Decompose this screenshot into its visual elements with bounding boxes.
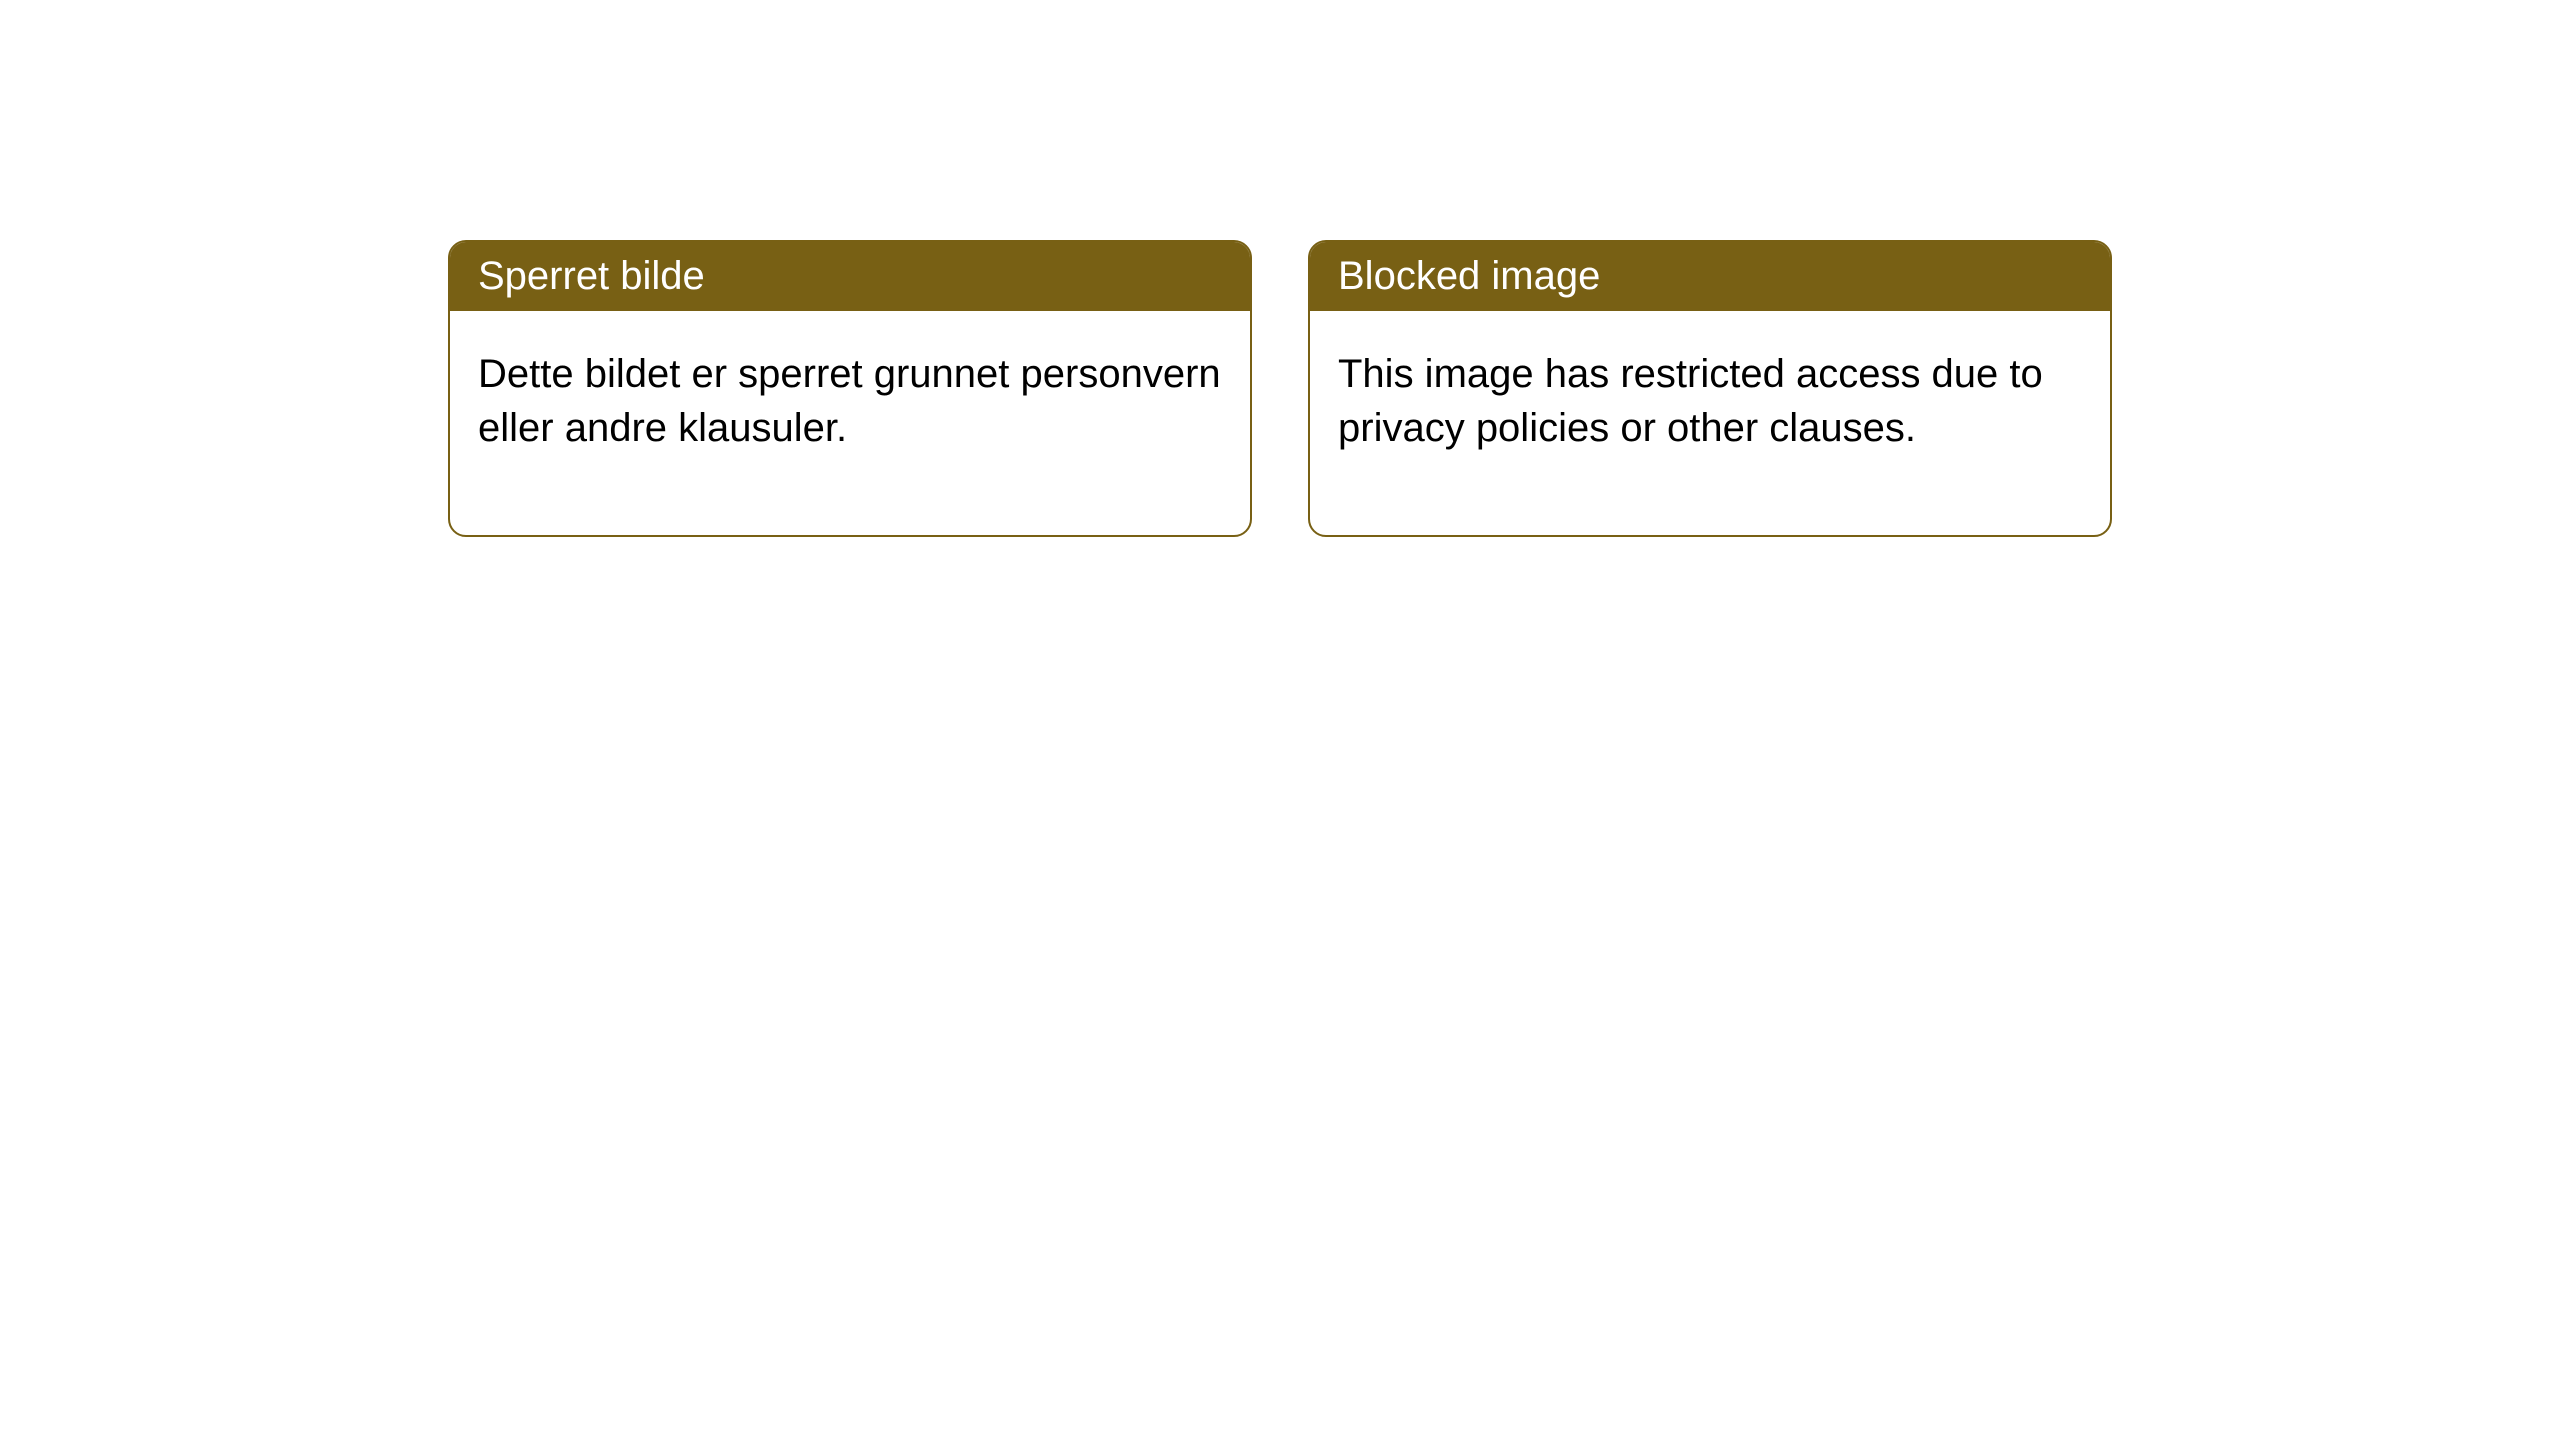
card-text-no: Dette bildet er sperret grunnet personve… <box>478 347 1222 455</box>
blocked-image-card-en: Blocked image This image has restricted … <box>1308 240 2112 537</box>
card-title-no: Sperret bilde <box>478 254 705 298</box>
card-header-no: Sperret bilde <box>450 242 1250 311</box>
card-container: Sperret bilde Dette bildet er sperret gr… <box>448 240 2112 537</box>
card-text-en: This image has restricted access due to … <box>1338 347 2082 455</box>
card-body-en: This image has restricted access due to … <box>1310 311 2110 535</box>
blocked-image-card-no: Sperret bilde Dette bildet er sperret gr… <box>448 240 1252 537</box>
card-body-no: Dette bildet er sperret grunnet personve… <box>450 311 1250 535</box>
card-title-en: Blocked image <box>1338 254 1600 298</box>
card-header-en: Blocked image <box>1310 242 2110 311</box>
